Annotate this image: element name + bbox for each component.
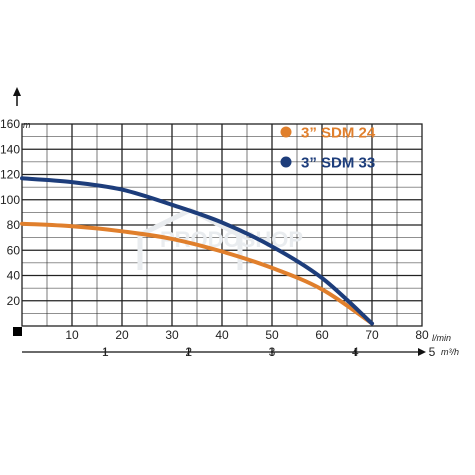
series-line-1 <box>20 221 374 326</box>
y-tick-label: 20 <box>7 294 21 308</box>
x2-tick-label: 3 <box>269 345 276 359</box>
x2-axis-unit: m³/h <box>441 347 459 357</box>
x-tick-label: 30 <box>165 328 179 342</box>
y-tick-label: 120 <box>0 168 20 182</box>
legend-label-1: 3” SDM 24 <box>301 125 376 142</box>
y-tick-label: 60 <box>7 243 21 257</box>
legend-marker-1 <box>280 126 292 138</box>
legend-label-2: 3” SDM 33 <box>301 155 375 172</box>
x2-tick-label: 4 <box>352 345 359 359</box>
y-tick-label: 80 <box>7 218 21 232</box>
y-tick-label: 100 <box>0 193 20 207</box>
x2-axis-arrow-head <box>418 348 426 356</box>
x-tick-label: 60 <box>315 328 329 342</box>
x-tick-label: 40 <box>215 328 229 342</box>
y-tick-label: 160 <box>0 117 20 131</box>
x-tick-label: 50 <box>265 328 279 342</box>
y-axis-arrow-head <box>13 87 21 96</box>
x-tick-label: 70 <box>365 328 379 342</box>
legend-marker-2 <box>280 156 292 168</box>
x2-tick-label: 5 <box>429 345 436 359</box>
y-axis-unit: m <box>23 120 31 130</box>
x-axis-unit: l/min <box>432 333 451 343</box>
x-tick-label: 20 <box>115 328 129 342</box>
x2-tick-label: 1 <box>102 345 109 359</box>
origin-marker <box>13 327 22 336</box>
x2-tick-label: 2 <box>185 345 192 359</box>
series <box>20 176 374 326</box>
legend: 3” SDM 24 3” SDM 33 <box>280 125 376 172</box>
y-tick-label: 40 <box>7 269 21 283</box>
series-line-2 <box>20 176 374 326</box>
x-tick-label: 10 <box>65 328 79 342</box>
x-tick-label: 80 <box>415 328 429 342</box>
y-tick-label: 140 <box>0 142 20 156</box>
